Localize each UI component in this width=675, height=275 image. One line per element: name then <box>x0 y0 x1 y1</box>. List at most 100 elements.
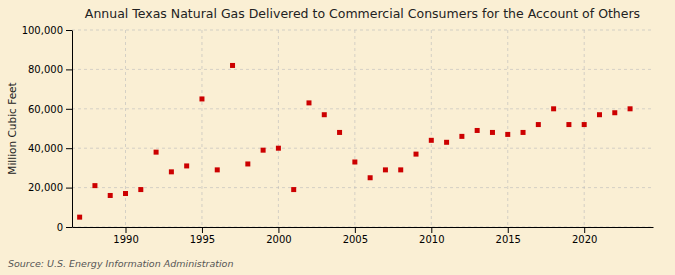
x-tick: 2000 <box>266 227 291 245</box>
point <box>154 150 159 155</box>
chart: 1990 1995 2000 2005 2010 2015 2020 0 20,000 40,00… <box>0 0 675 275</box>
y-tick: 100,000 <box>22 25 72 36</box>
x-tick-mark <box>431 227 432 233</box>
point <box>429 138 434 143</box>
title: Annual Texas Natural Gas Delivered to Co… <box>85 6 640 21</box>
x-tick-label: 1995 <box>190 234 215 245</box>
x-tick-label: 2020 <box>572 234 597 245</box>
point <box>169 169 174 174</box>
grid-line-y <box>72 227 653 228</box>
y-tick-label: 60,000 <box>28 104 63 115</box>
x-tick-mark <box>584 227 585 233</box>
grid-line-x <box>354 30 355 227</box>
x-tick: 2010 <box>419 227 444 245</box>
point <box>628 106 633 111</box>
x-tick-mark <box>508 227 509 233</box>
point <box>123 191 128 196</box>
grid-line-x <box>584 30 585 227</box>
point <box>184 163 189 168</box>
grid-line-x <box>431 30 432 227</box>
y-tick-label: 40,000 <box>28 143 63 154</box>
point <box>291 187 296 192</box>
grid-line-y <box>72 69 653 70</box>
point <box>444 140 449 145</box>
y-tick-mark <box>66 30 72 31</box>
grid-line-y <box>72 30 653 31</box>
x-tick-label: 2015 <box>496 234 521 245</box>
point <box>245 161 250 166</box>
point <box>276 146 281 151</box>
grid-line-y <box>72 108 653 109</box>
point <box>108 193 113 198</box>
y-tick-label: 80,000 <box>28 64 63 75</box>
point <box>77 215 82 220</box>
grid-line-x <box>507 30 508 227</box>
grid-line-x <box>125 30 126 227</box>
x-tick: 1995 <box>190 227 215 245</box>
points <box>77 63 632 220</box>
point <box>505 132 510 137</box>
y-tick-mark <box>66 227 72 228</box>
point <box>551 106 556 111</box>
y-tick: 0 <box>57 222 72 233</box>
point <box>306 100 311 105</box>
point <box>261 148 266 153</box>
point <box>398 167 403 172</box>
x-axis: 1990 1995 2000 2005 2010 2015 2020 <box>73 227 654 245</box>
x-tick: 1990 <box>113 227 138 245</box>
point <box>92 183 97 188</box>
y-tick: 20,000 <box>28 182 72 193</box>
x-tick-label: 2010 <box>419 234 444 245</box>
x-tick-label: 1990 <box>113 234 138 245</box>
point <box>352 159 357 164</box>
point <box>475 128 480 133</box>
point <box>414 152 419 157</box>
y-tick: 40,000 <box>28 143 72 154</box>
y-tick-mark <box>66 188 72 189</box>
point <box>536 122 541 127</box>
grid-line-x <box>278 30 279 227</box>
point <box>322 112 327 117</box>
y-axis-line <box>72 31 73 228</box>
x-tick: 2005 <box>343 227 368 245</box>
point <box>459 134 464 139</box>
grid <box>72 30 653 227</box>
y-tick-mark <box>66 109 72 110</box>
y-tick: 80,000 <box>28 64 72 75</box>
grid-line-y <box>72 148 653 149</box>
point <box>597 112 602 117</box>
grid-line-x <box>201 30 202 227</box>
point <box>582 122 587 127</box>
point <box>612 110 617 115</box>
plot-area: 1990 1995 2000 2005 2010 2015 2020 0 20,000 40,00… <box>22 25 654 245</box>
point <box>199 96 204 101</box>
y-tick-label: 100,000 <box>22 25 63 36</box>
point <box>566 122 571 127</box>
y-tick-label: 0 <box>57 222 63 233</box>
point <box>368 175 373 180</box>
x-tick-label: 2005 <box>343 234 368 245</box>
y-tick-label: 20,000 <box>28 182 63 193</box>
x-tick-label: 2000 <box>266 234 291 245</box>
source-note: Source: U.S. Energy Information Administ… <box>8 258 233 269</box>
point <box>230 63 235 68</box>
x-tick-mark <box>126 227 127 233</box>
x-tick: 2020 <box>572 227 597 245</box>
point <box>490 130 495 135</box>
y-tick: 60,000 <box>28 104 72 115</box>
x-tick-mark <box>278 227 279 233</box>
point <box>383 167 388 172</box>
y-tick-mark <box>66 148 72 149</box>
point <box>337 130 342 135</box>
x-axis-line <box>73 227 654 228</box>
point <box>138 187 143 192</box>
y-axis-title: Million Cubic Feet <box>6 82 18 174</box>
x-tick-mark <box>202 227 203 233</box>
grid-line-y <box>72 187 653 188</box>
x-tick: 2015 <box>496 227 521 245</box>
y-tick-mark <box>66 69 72 70</box>
x-tick-mark <box>355 227 356 233</box>
y-axis: 0 20,000 40,000 60,000 80,000 100,000 <box>22 25 73 233</box>
point <box>521 130 526 135</box>
point <box>215 167 220 172</box>
